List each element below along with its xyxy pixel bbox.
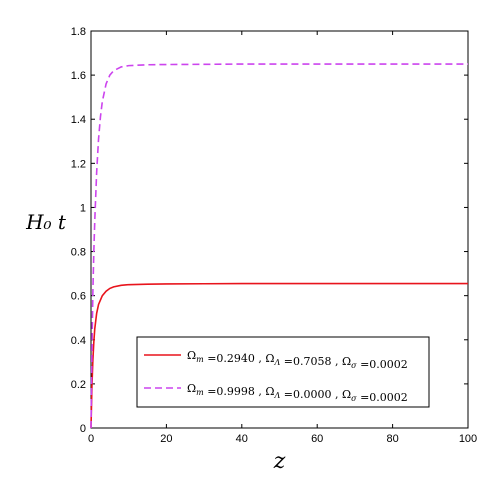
axis-labels: z H₀ t — [25, 210, 286, 474]
x-tick-label: 60 — [311, 433, 323, 445]
legend-subscript: Λ — [274, 391, 281, 400]
y-axis-label: H₀ t — [25, 210, 67, 234]
legend-subscript: σ — [351, 394, 357, 403]
x-tick-label: 0 — [88, 433, 94, 445]
legend-text-part: Ω — [187, 349, 196, 362]
y-tick-label: 0.8 — [71, 247, 86, 259]
y-tick-label: 0.4 — [71, 335, 86, 347]
y-tick-label: 1.6 — [71, 70, 86, 82]
legend-text-part: =0.0000 , Ω — [280, 388, 351, 401]
y-tick-label: 1 — [80, 202, 86, 214]
legend-box — [136, 336, 430, 408]
legend-text-part: =0.2940 , Ω — [204, 352, 275, 365]
legend-label-1: Ωm =0.2940 , ΩΛ =0.7058 , Ωσ =0.0002 — [187, 349, 408, 371]
x-axis-label: z — [273, 449, 286, 474]
x-tick-label: 20 — [160, 433, 172, 445]
legend-label-2: Ωm =0.9998 , ΩΛ =0.0000 , Ωσ =0.0002 — [187, 382, 408, 404]
legend-text-part: =0.9998 , Ω — [204, 385, 275, 398]
legend-text-part: =0.0002 — [357, 391, 408, 404]
y-tick-label: 0.2 — [71, 379, 86, 391]
legend-subscript: σ — [351, 361, 357, 370]
x-tick-label: 40 — [236, 433, 248, 445]
series-line-2 — [90, 63, 468, 429]
x-tick-label: 80 — [386, 433, 398, 445]
axis-ticks: 0 20 40 60 80 100 0 0.2 0.4 0.6 0.8 1 1.2 1.4 1.6 1.8 — [71, 26, 477, 445]
y-tick-label: 0 — [80, 423, 86, 435]
legend-text-part: =0.0002 — [357, 358, 408, 371]
y-tick-label: 0.6 — [71, 291, 86, 303]
legend-text-part: Ω — [187, 382, 196, 395]
x-tick-label: 100 — [459, 433, 477, 445]
legend-subscript: Λ — [274, 358, 281, 367]
legend-subscript: m — [196, 355, 204, 364]
legend-text-part: =0.7058 , Ω — [280, 355, 351, 368]
series-lines — [90, 63, 468, 429]
y-tick-label: 1.2 — [71, 158, 86, 170]
y-tick-label: 1.4 — [71, 114, 86, 126]
y-tick-label: 1.8 — [71, 26, 86, 38]
series-line-1 — [90, 282, 468, 429]
legend-subscript: m — [196, 388, 204, 397]
